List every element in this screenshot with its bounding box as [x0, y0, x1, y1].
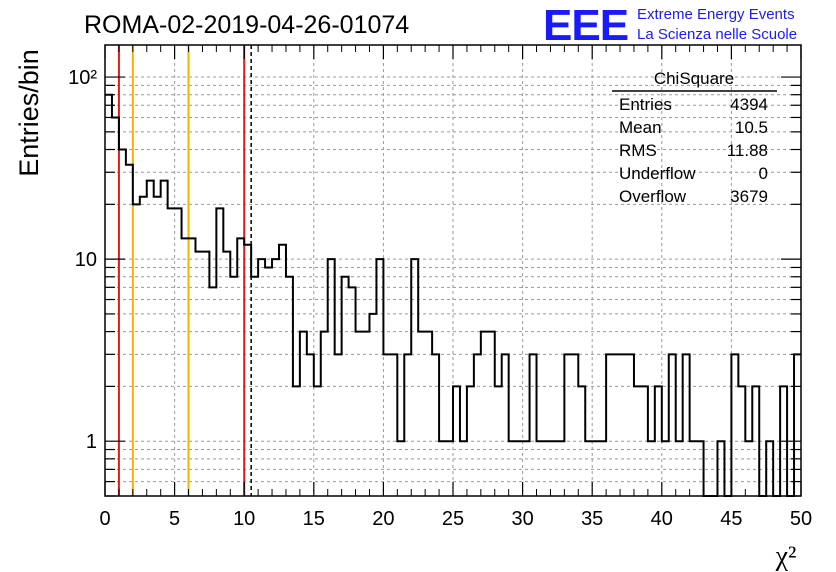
y-tick-label: 1 — [86, 431, 97, 453]
x-tick-label: 30 — [511, 508, 533, 530]
x-tick-label: 40 — [651, 508, 673, 530]
logo-line-2: La Scienza nelle Scuole — [637, 26, 797, 43]
marker-lines — [117, 45, 252, 496]
stats-value: 3679 — [730, 187, 768, 206]
stats-value: 10.5 — [735, 118, 768, 137]
x-tick-label: 0 — [99, 508, 110, 530]
y-tick-label: 10² — [68, 67, 97, 89]
x-tick-label: 5 — [169, 508, 180, 530]
x-tick-label: 10 — [233, 508, 255, 530]
stats-value: 0 — [759, 164, 768, 183]
stats-value: 11.88 — [727, 141, 768, 160]
stats-label: Mean — [619, 118, 662, 137]
stats-label: RMS — [619, 141, 657, 160]
histogram-line — [105, 93, 801, 497]
stats-box: ChiSquare Entries 4394 Mean 10.5 RMS 11.88 Und… — [612, 69, 777, 206]
stats-label: Entries — [619, 95, 672, 114]
chart-title: ROMA-02-2019-04-26-01074 — [84, 11, 409, 39]
x-axis-label: χ² — [775, 541, 797, 572]
x-tick-label: 15 — [303, 508, 325, 530]
y-tick-label: 10 — [75, 249, 97, 271]
x-tick-label: 45 — [720, 508, 742, 530]
x-tick-label: 25 — [442, 508, 464, 530]
stats-title: ChiSquare — [654, 69, 734, 88]
axis-ticks: 0 5 10 15 20 25 30 35 40 45 50 1 10 10² — [68, 45, 812, 530]
logo-mark: EEE — [543, 1, 628, 50]
x-tick-label: 35 — [581, 508, 603, 530]
stats-label: Overflow — [619, 187, 687, 206]
stats-value: 4394 — [730, 95, 768, 114]
x-tick-label: 20 — [372, 508, 394, 530]
stats-label: Underflow — [619, 164, 696, 183]
x-tick-label: 50 — [790, 508, 812, 530]
y-axis-label: Entries/bin — [14, 49, 44, 177]
eee-logo: EEE Extreme Energy Events La Scienza nel… — [543, 1, 797, 50]
logo-line-1: Extreme Energy Events — [637, 6, 795, 23]
